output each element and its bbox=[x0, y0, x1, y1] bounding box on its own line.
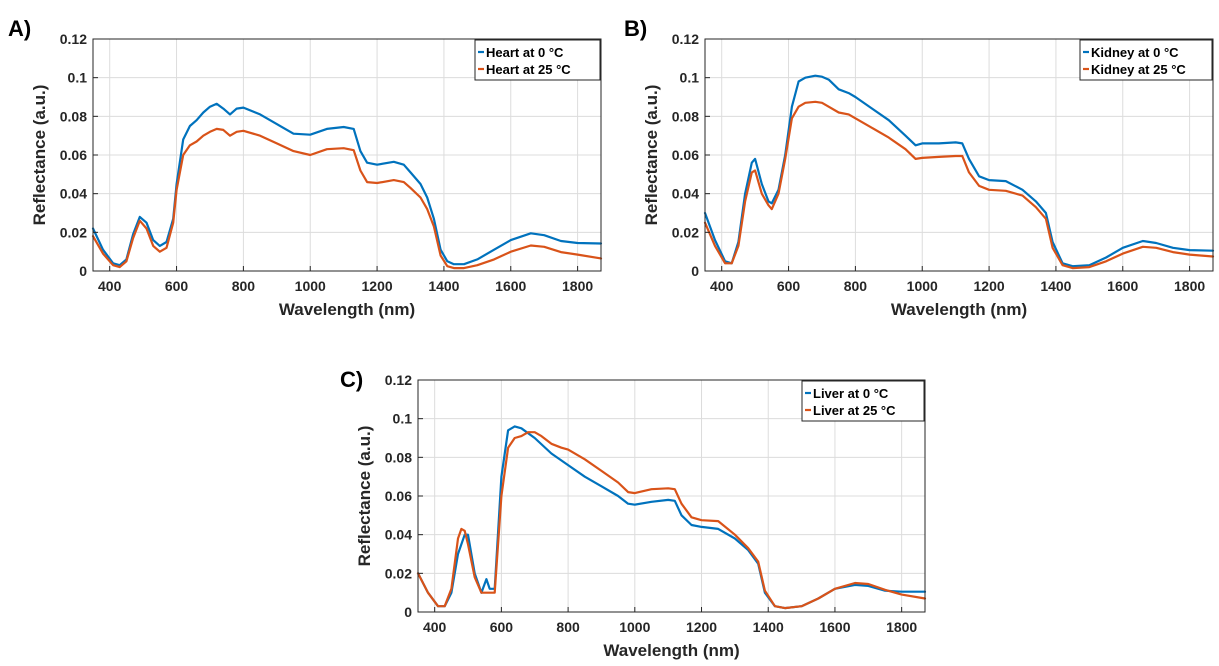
panel-letter: C) bbox=[340, 367, 363, 392]
y-tick-label: 0.02 bbox=[60, 224, 87, 240]
y-tick-label: 0.04 bbox=[60, 186, 87, 202]
y-tick-label: 0 bbox=[691, 263, 699, 279]
series-line-cold bbox=[703, 74, 1215, 268]
series-line-warm bbox=[91, 127, 603, 270]
y-tick-label: 0.12 bbox=[60, 31, 87, 47]
y-tick-label: 0.12 bbox=[672, 31, 699, 47]
x-tick-label: 1200 bbox=[362, 278, 393, 294]
x-tick-label: 1600 bbox=[495, 278, 526, 294]
panel-letter: A) bbox=[8, 16, 31, 41]
x-tick-label: 1600 bbox=[1107, 278, 1138, 294]
y-tick-label: 0.1 bbox=[68, 70, 88, 86]
x-tick-label: 400 bbox=[423, 619, 447, 635]
x-tick-label: 1000 bbox=[619, 619, 650, 635]
x-tick-label: 1400 bbox=[1040, 278, 1071, 294]
x-tick-label: 400 bbox=[710, 278, 734, 294]
panel-letter: B) bbox=[624, 16, 647, 41]
x-tick-label: 800 bbox=[232, 278, 256, 294]
y-tick-label: 0 bbox=[404, 604, 412, 620]
y-axis-label: Reflectance (a.u.) bbox=[30, 85, 49, 226]
x-tick-label: 1600 bbox=[819, 619, 850, 635]
legend: Kidney at 0 °C Kidney at 25 °C bbox=[1079, 39, 1213, 81]
chart-panel: C) 400 600 800 1000 1200 1400 1600 1800 0 0.02 0.04… bbox=[340, 367, 927, 660]
y-tick-label: 0.04 bbox=[672, 186, 699, 202]
x-axis-label: Wavelength (nm) bbox=[891, 300, 1027, 319]
y-tick-label: 0.06 bbox=[385, 488, 412, 504]
legend-box bbox=[474, 39, 601, 81]
x-tick-label: 1800 bbox=[886, 619, 917, 635]
y-axis-label: Reflectance (a.u.) bbox=[642, 85, 661, 226]
x-axis-label: Wavelength (nm) bbox=[603, 641, 739, 660]
legend-entry-label: Liver at 0 °C bbox=[813, 386, 889, 401]
y-tick-label: 0.04 bbox=[385, 527, 412, 543]
legend-entry-label: Kidney at 25 °C bbox=[1091, 62, 1186, 77]
legend: Heart at 0 °C Heart at 25 °C bbox=[474, 39, 601, 81]
chart-panel: B) 400 600 800 1000 1200 1400 1600 1800 0 0.02 0.04… bbox=[624, 16, 1215, 319]
x-tick-label: 400 bbox=[98, 278, 122, 294]
legend-entry-label: Liver at 25 °C bbox=[813, 403, 896, 418]
y-tick-label: 0.08 bbox=[672, 108, 699, 124]
legend-entry-label: Kidney at 0 °C bbox=[1091, 45, 1179, 60]
x-axis-label: Wavelength (nm) bbox=[279, 300, 415, 319]
x-tick-label: 800 bbox=[556, 619, 580, 635]
y-tick-label: 0.08 bbox=[385, 449, 412, 465]
y-tick-label: 0.12 bbox=[385, 372, 412, 388]
x-tick-label: 600 bbox=[777, 278, 801, 294]
x-tick-label: 600 bbox=[490, 619, 514, 635]
y-axis-label: Reflectance (a.u.) bbox=[355, 426, 374, 567]
series-line-warm bbox=[416, 431, 927, 610]
y-tick-label: 0.02 bbox=[672, 224, 699, 240]
y-tick-label: 0 bbox=[79, 263, 87, 279]
x-tick-label: 1000 bbox=[295, 278, 326, 294]
y-tick-label: 0.08 bbox=[60, 108, 87, 124]
series-line-cold bbox=[91, 102, 603, 267]
legend-entry-label: Heart at 25 °C bbox=[486, 62, 571, 77]
x-tick-label: 1400 bbox=[753, 619, 784, 635]
legend-entry-label: Heart at 0 °C bbox=[486, 45, 564, 60]
chart-panel: A) 400 600 800 1000 1200 1400 1600 1800 0 0.02 0.04… bbox=[8, 16, 603, 319]
series-line-warm bbox=[703, 100, 1215, 270]
y-tick-label: 0.06 bbox=[60, 147, 87, 163]
x-tick-label: 1400 bbox=[428, 278, 459, 294]
x-tick-label: 1200 bbox=[974, 278, 1005, 294]
y-tick-label: 0.06 bbox=[672, 147, 699, 163]
x-tick-label: 800 bbox=[844, 278, 868, 294]
x-tick-label: 1200 bbox=[686, 619, 717, 635]
legend: Liver at 0 °C Liver at 25 °C bbox=[801, 380, 925, 422]
legend-box bbox=[1079, 39, 1213, 81]
legend-box bbox=[801, 380, 925, 422]
x-tick-label: 1000 bbox=[907, 278, 938, 294]
x-tick-label: 1800 bbox=[562, 278, 593, 294]
x-tick-label: 600 bbox=[165, 278, 189, 294]
y-tick-label: 0.02 bbox=[385, 565, 412, 581]
y-tick-label: 0.1 bbox=[680, 70, 700, 86]
x-tick-label: 1800 bbox=[1174, 278, 1205, 294]
y-tick-label: 0.1 bbox=[393, 411, 413, 427]
